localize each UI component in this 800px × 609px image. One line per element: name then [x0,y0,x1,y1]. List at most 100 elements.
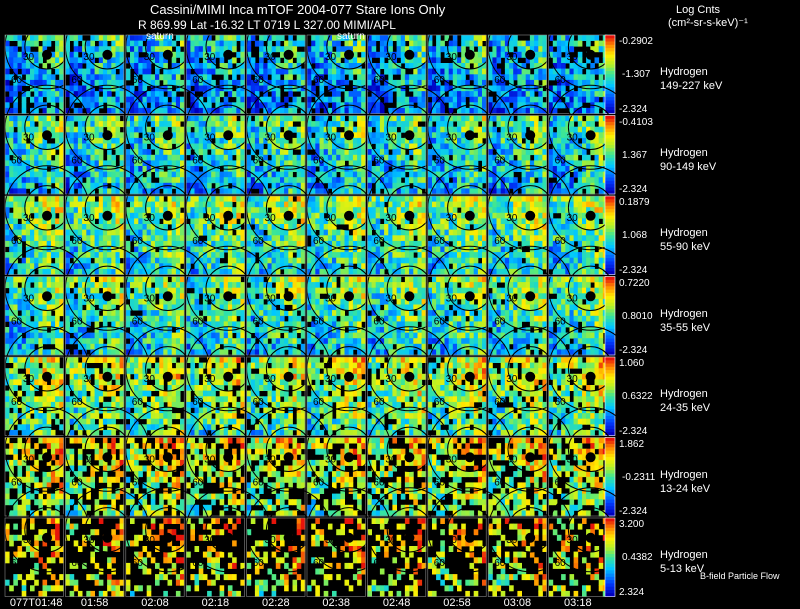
pixel-cell [17,263,23,270]
pixel-cell [94,252,100,259]
pixel-cell [94,212,100,219]
pixel-cell [125,268,131,275]
pixel-cell [134,149,139,156]
pixel-cell [288,126,293,133]
pixel-cell [115,57,121,64]
pixel-cell [271,63,277,69]
pixel-cell [427,79,433,86]
contour-label: 60 [434,156,446,167]
pixel-cell [59,196,64,202]
pixel-cell [138,91,143,98]
pixel-cell [98,40,104,47]
pixel-cell [396,96,402,103]
pixel-cell [336,177,341,184]
pixel-cell [590,115,595,122]
pixel-cell [384,143,389,150]
pixel-cell [194,35,200,41]
pixel-cell [186,40,191,47]
pixel-cell [396,188,402,195]
pixel-cell [167,91,173,98]
pixel-cell [336,229,341,236]
pixel-cell [367,177,372,184]
pixel-cell [77,137,83,144]
colorbar-segment [605,64,615,69]
pixel-cell [379,177,385,184]
pixel-cell [167,107,173,114]
pixel-cell [488,121,493,128]
pixel-cell [267,137,273,144]
pixel-cell [73,137,79,144]
pixel-cell [565,51,570,58]
pixel-cell [469,160,475,167]
pixel-cell [598,177,604,184]
pixel-cell [65,143,70,150]
pixel-cell [98,218,104,225]
pixel-cell [361,96,366,103]
pixel-cell [315,188,320,195]
pixel-cell [280,229,285,236]
pixel-cell [561,79,566,86]
pixel-cell [521,160,527,167]
pixel-cell [509,115,514,122]
pixel-cell [452,166,458,172]
pixel-cell [319,51,325,58]
pixel-cell [146,235,152,242]
pixel-cell [577,40,583,47]
pixel-cell [427,102,433,109]
pixel-cell [5,207,10,214]
pixel-cell [190,121,195,128]
pixel-cell [240,79,245,86]
pixel-cell [107,57,112,64]
pixel-cell [50,102,56,109]
pixel-cell [150,166,156,172]
pixel-cell [534,137,539,144]
pixel-cell [586,91,591,98]
pixel-cell [332,240,337,247]
pixel-cell [207,91,212,98]
pixel-cell [319,171,325,178]
pixel-cell [319,137,325,144]
pixel-cell [42,224,48,230]
pixel-cell [142,201,148,208]
pixel-cell [352,102,358,109]
pixel-cell [254,196,260,202]
pixel-cell [348,252,354,259]
pixel-cell [211,240,216,247]
pixel-cell [315,268,320,275]
pixel-cell [496,115,502,122]
pixel-cell [25,154,31,161]
pixel-cell [138,257,143,264]
pixel-cell [263,166,268,172]
pixel-cell [556,143,562,150]
pixel-cell [190,177,195,184]
pixel-cell [259,137,264,144]
pixel-cell [542,143,547,150]
pixel-cell [477,46,483,53]
pixel-cell [246,51,252,58]
pixel-cell [275,68,281,75]
pixel-cell [367,235,372,242]
pixel-cell [111,121,116,128]
pixel-cell [513,91,518,98]
pixel-cell [409,126,414,133]
pixel-cell [55,257,60,264]
pixel-cell [65,212,70,219]
pixel-cell [409,224,414,230]
pixel-cell [296,115,302,122]
pixel-cell [413,63,418,69]
pixel-cell [163,207,168,214]
pixel-cell [130,149,135,156]
pixel-cell [375,207,381,214]
pixel-cell [409,149,414,156]
pixel-cell [134,46,139,53]
pixel-cell [215,126,220,133]
pixel-cell [46,35,52,41]
pixel-cell [240,68,245,75]
pixel-cell [211,246,216,253]
pixel-cell [340,257,345,264]
pixel-cell [586,177,591,184]
pixel-cell [111,132,116,139]
pixel-cell [155,263,160,270]
pixel-cell [223,107,229,114]
pixel-cell [400,143,406,150]
